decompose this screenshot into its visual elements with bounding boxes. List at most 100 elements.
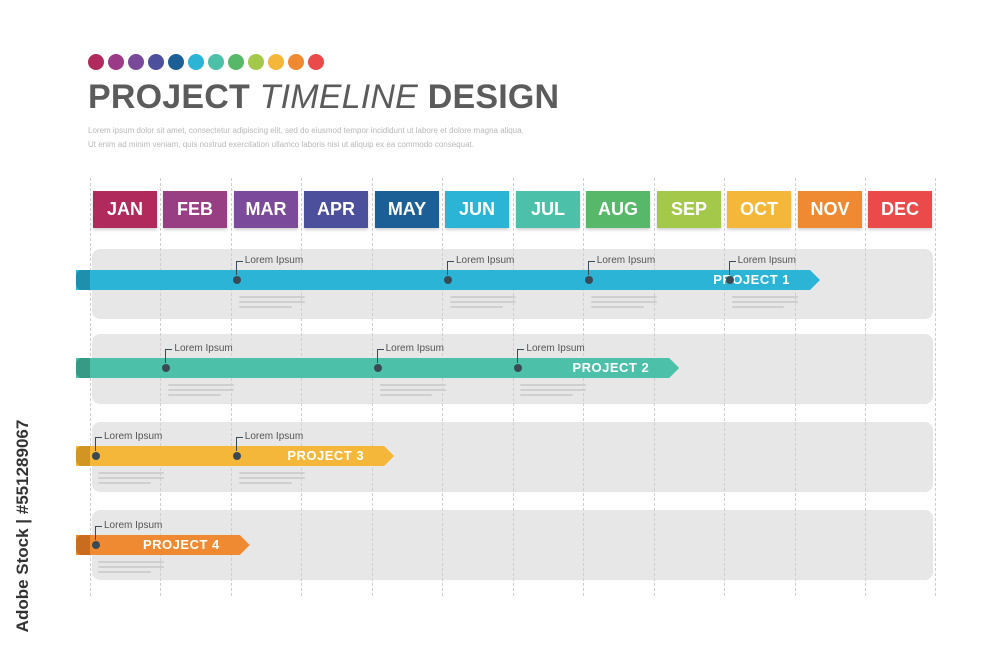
project-bar-tail — [76, 535, 90, 555]
month-jun: JUN — [445, 191, 509, 228]
milestone-label: Lorem Ipsum — [104, 520, 163, 531]
text-line — [379, 394, 433, 396]
milestone-dot — [232, 276, 241, 284]
milestone-text-placeholder — [168, 384, 235, 399]
text-line — [238, 482, 292, 484]
project-label: PROJECT 3 — [287, 448, 365, 463]
milestone-stem — [95, 526, 96, 540]
text-line — [168, 394, 222, 396]
color-dot — [288, 54, 304, 70]
project-bar: PROJECT 4 — [76, 535, 250, 555]
grid-line — [654, 178, 655, 596]
milestone-tick — [96, 437, 102, 438]
project-label: PROJECT 2 — [572, 360, 650, 375]
grid-line — [865, 178, 866, 596]
grid-line — [442, 178, 443, 596]
text-line — [98, 571, 151, 573]
milestone-tick — [377, 349, 384, 350]
text-line — [450, 301, 516, 303]
milestone-label: Lorem Ipsum — [244, 255, 304, 266]
milestone-tick — [448, 261, 454, 262]
color-dot — [188, 54, 204, 70]
milestone-stem — [447, 261, 448, 275]
milestone-text-placeholder — [98, 561, 164, 576]
milestone-label: Lorem Ipsum — [244, 431, 304, 442]
month-dec: DEC — [868, 191, 932, 228]
month-may: MAY — [375, 191, 439, 228]
milestone-label: Lorem Ipsum — [104, 431, 163, 442]
color-dot — [268, 54, 284, 70]
milestone-text-placeholder — [238, 296, 305, 311]
text-line — [98, 561, 164, 563]
text-line — [379, 384, 446, 386]
text-line — [98, 482, 151, 484]
text-line — [520, 389, 587, 391]
month-apr: APR — [304, 191, 368, 228]
text-line — [590, 306, 644, 308]
milestone-stem — [235, 437, 237, 451]
grid-line — [795, 178, 796, 596]
milestone-dot — [584, 276, 593, 284]
text-line — [731, 306, 785, 308]
grid-line — [372, 178, 373, 596]
milestone-stem — [235, 261, 237, 275]
color-dot — [248, 54, 264, 70]
color-dot — [168, 54, 184, 70]
milestone-label: Lorem Ipsum — [385, 343, 444, 354]
milestone-dot — [373, 364, 382, 372]
milestone-label: Lorem Ipsum — [526, 343, 585, 354]
project-bar-tail — [76, 446, 90, 466]
milestone-text-placeholder — [238, 472, 305, 487]
month-jul: JUL — [516, 191, 580, 228]
grid-line — [513, 178, 514, 596]
text-line — [238, 306, 292, 308]
text-line — [168, 384, 235, 386]
milestone-stem — [587, 261, 589, 275]
milestone-dot — [725, 276, 734, 284]
milestone-label: Lorem Ipsum — [456, 255, 515, 266]
milestone-tick — [96, 526, 102, 527]
milestone-tick — [588, 261, 595, 262]
color-dot — [308, 54, 324, 70]
milestone-tick — [729, 261, 736, 262]
text-line — [450, 306, 503, 308]
month-feb: FEB — [163, 191, 227, 228]
color-dots — [88, 54, 324, 70]
milestone-dot — [514, 364, 523, 372]
milestone-tick — [236, 261, 243, 262]
month-mar: MAR — [234, 191, 298, 228]
text-line — [238, 472, 305, 474]
project-bar-tail — [76, 358, 90, 378]
grid-line — [160, 178, 161, 596]
milestone-dot — [444, 276, 452, 284]
milestone-dot — [162, 364, 171, 372]
month-aug: AUG — [586, 191, 650, 228]
text-line — [590, 301, 657, 303]
grid-line — [90, 178, 91, 596]
text-line — [520, 394, 574, 396]
text-line — [379, 389, 446, 391]
project-label: PROJECT 4 — [143, 537, 220, 552]
month-oct: OCT — [727, 191, 791, 228]
text-line — [98, 477, 164, 479]
month-nov: NOV — [798, 191, 862, 228]
text-line — [590, 296, 657, 298]
text-line — [238, 296, 305, 298]
text-line — [238, 477, 305, 479]
milestone-dot — [92, 452, 100, 460]
description: Lorem ipsum dolor sit amet, consectetur … — [88, 124, 528, 152]
text-line — [731, 296, 798, 298]
milestone-dot — [92, 541, 100, 549]
milestone-text-placeholder — [450, 296, 516, 311]
milestone-tick — [166, 349, 173, 350]
month-sep: SEP — [657, 191, 721, 228]
milestone-tick — [518, 349, 525, 350]
color-dot — [108, 54, 124, 70]
title-project: PROJECT — [88, 78, 250, 116]
page-title: PROJECT TIMELINE DESIGN — [88, 78, 559, 117]
grid-line — [301, 178, 302, 596]
text-line — [450, 296, 516, 298]
milestone-dot — [232, 452, 241, 460]
project-bar-tail — [76, 270, 90, 290]
milestone-stem — [728, 261, 730, 275]
